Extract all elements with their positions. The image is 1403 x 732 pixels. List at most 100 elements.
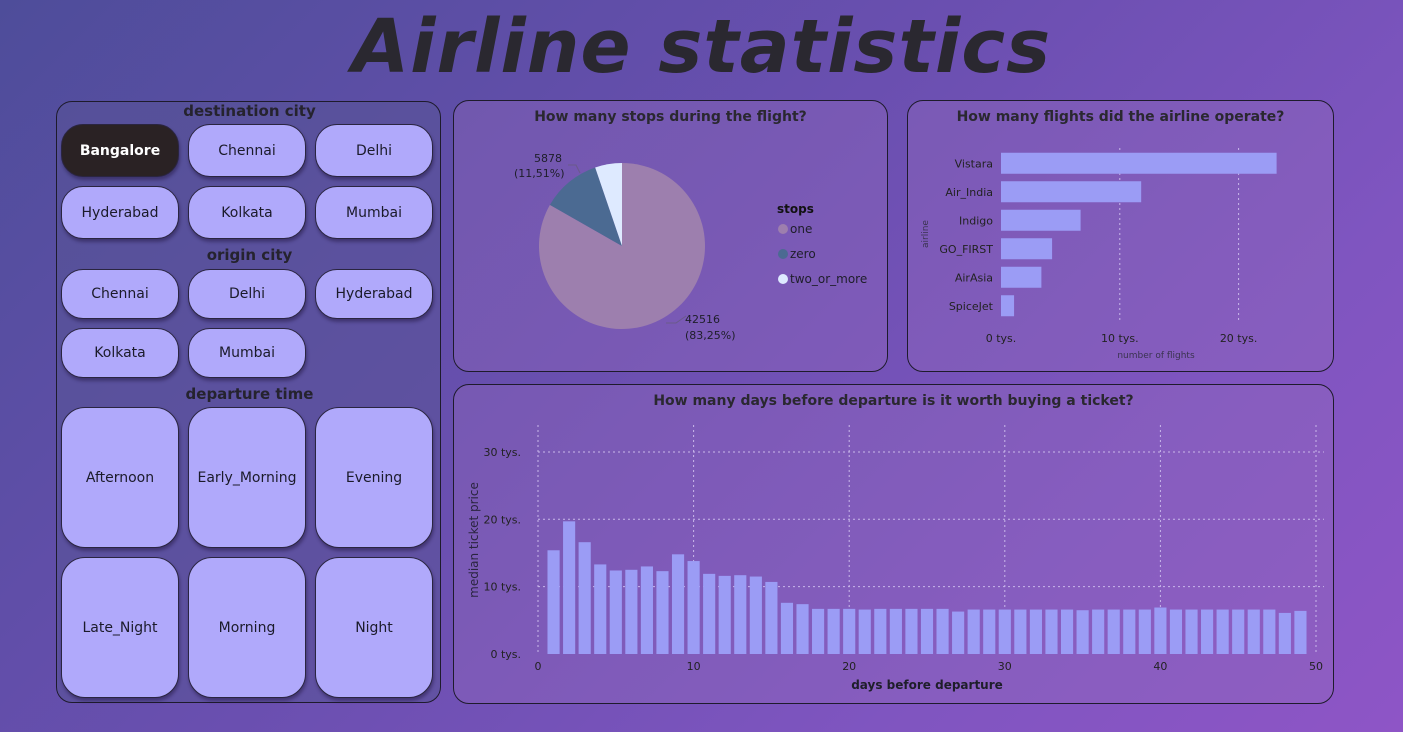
days-bar-6 [625, 569, 638, 654]
days-x-tick-label: 50 [1309, 660, 1323, 673]
days-bar-16 [780, 602, 794, 654]
days-bar-33 [1045, 609, 1058, 654]
destination-tile-bangalore[interactable]: Bangalore [61, 124, 179, 177]
days-bar-32 [1029, 609, 1042, 654]
legend-marker-one [778, 224, 788, 234]
days-bar-4 [594, 564, 607, 654]
days-bar-47 [1263, 609, 1276, 654]
legend-marker-zero [778, 249, 788, 259]
origin-tile-hyderabad[interactable]: Hyderabad [315, 269, 433, 319]
pie-leader-one [666, 315, 687, 324]
airline-chart-panel: How many flights did the airline operate… [907, 100, 1334, 372]
airline-x-tick-label: 20 tys. [1220, 332, 1258, 345]
origin-tile-kolkata[interactable]: Kolkata [61, 328, 179, 378]
destination-tile-delhi[interactable]: Delhi [315, 124, 433, 177]
days-bar-48 [1278, 612, 1291, 654]
days-bar-5 [609, 570, 622, 654]
days-x-axis-label: days before departure [851, 678, 1003, 692]
airline-x-tick-label: 10 tys. [1101, 332, 1139, 345]
origin-city-label: origin city [206, 246, 293, 264]
pie-value-label-zero: 5878 [534, 152, 562, 165]
departure-tile-late-night[interactable]: Late_Night [61, 557, 179, 698]
airline-x-tick-label: 0 tys. [986, 332, 1017, 345]
pie-slice-two-or-more [595, 163, 622, 246]
airline-category-label: GO_FIRST [939, 243, 993, 256]
days-bar-28 [967, 609, 980, 654]
days-bar-12 [718, 575, 731, 654]
days-bar-14 [749, 576, 762, 654]
days-y-axis-label: median ticket price [467, 482, 481, 598]
stops-pie-chart: 42516 (83,25%) 5878 (11,51%) stops one zero two… [514, 152, 867, 342]
departure-tile-early-morning[interactable]: Early_Morning [188, 407, 306, 548]
days-bar-43 [1201, 609, 1214, 654]
days-bar-30 [998, 609, 1011, 654]
days-bar-chart: 0 tys. 10 tys. 20 tys. 30 tys. 0 10 20 30 40 50 da… [467, 425, 1324, 692]
days-bar-9 [671, 554, 685, 654]
days-x-tick-label: 0 [535, 660, 542, 673]
days-bar-39 [1138, 609, 1151, 654]
days-bar-45 [1232, 609, 1245, 654]
days-y-tick-label: 30 tys. [483, 446, 521, 459]
stops-chart-title: How many stops during the flight? [534, 109, 807, 125]
destination-tile-chennai[interactable]: Chennai [188, 124, 306, 177]
origin-tile-delhi[interactable]: Delhi [188, 269, 306, 319]
airline-y-axis-label: airline [921, 220, 931, 248]
days-y-tick-label: 10 tys. [483, 581, 521, 594]
airline-bar-vistara [1001, 152, 1277, 174]
legend-label-zero: zero [790, 247, 816, 261]
destination-tile-mumbai[interactable]: Mumbai [315, 186, 433, 239]
days-bar-27 [952, 611, 965, 654]
pie-legend-title: stops [777, 202, 814, 216]
days-bar-41 [1169, 609, 1183, 654]
days-bar-24 [905, 608, 918, 654]
days-bar-29 [983, 609, 996, 654]
pie-slice-zero [549, 167, 622, 246]
dashboard-title: Airline statistics [351, 4, 1052, 90]
departure-tile-night[interactable]: Night [315, 557, 433, 698]
departure-tile-evening[interactable]: Evening [315, 407, 433, 548]
destination-tile-hyderabad[interactable]: Hyderabad [61, 186, 179, 239]
days-bar-40 [1154, 607, 1167, 654]
origin-tile-chennai[interactable]: Chennai [61, 269, 179, 319]
days-bar-42 [1185, 609, 1198, 654]
airline-bar-airasia [1001, 266, 1042, 288]
days-bar-19 [827, 608, 840, 654]
days-bar-7 [640, 566, 653, 654]
days-bar-21 [858, 609, 871, 654]
airline-category-label: Air_India [945, 186, 993, 199]
days-bar-37 [1107, 609, 1120, 654]
days-bar-10 [687, 561, 700, 654]
legend-marker-two-or-more [778, 274, 788, 284]
airline-category-label: Indigo [959, 214, 993, 227]
days-bar-26 [936, 608, 949, 654]
days-bar-31 [1014, 609, 1027, 654]
days-chart-title: How many days before departure is it wor… [653, 393, 1134, 409]
days-bar-2 [563, 521, 576, 654]
airline-bar-spicejet [1001, 295, 1015, 317]
airline-x-axis-label: number of flights [1117, 351, 1195, 361]
departure-tile-afternoon[interactable]: Afternoon [61, 407, 179, 548]
departure-time-label: departure time [185, 385, 314, 403]
airline-bar-air-india [1001, 181, 1142, 203]
days-y-tick-label: 20 tys. [483, 513, 521, 526]
departure-tile-morning[interactable]: Morning [188, 557, 306, 698]
pie-percent-label-one: (83,25%) [685, 329, 736, 342]
destination-city-label: destination city [183, 102, 316, 120]
days-x-tick-label: 40 [1153, 660, 1167, 673]
days-bar-35 [1076, 610, 1089, 654]
origin-tile-mumbai[interactable]: Mumbai [188, 328, 306, 378]
days-bar-49 [1294, 610, 1307, 654]
days-bar-23 [889, 608, 902, 654]
days-bar-46 [1247, 609, 1260, 654]
destination-tile-kolkata[interactable]: Kolkata [188, 186, 306, 239]
airline-bar-indigo [1001, 209, 1081, 231]
days-bar-22 [874, 608, 887, 654]
pie-value-label-one: 42516 [685, 313, 720, 326]
days-bar-8 [656, 571, 669, 654]
days-bar-11 [703, 573, 716, 654]
airline-category-label: SpiceJet [949, 300, 994, 313]
legend-label-one: one [790, 222, 812, 236]
days-x-tick-label: 20 [842, 660, 856, 673]
days-bar-25 [920, 608, 934, 654]
airline-category-label: Vistara [955, 157, 993, 170]
